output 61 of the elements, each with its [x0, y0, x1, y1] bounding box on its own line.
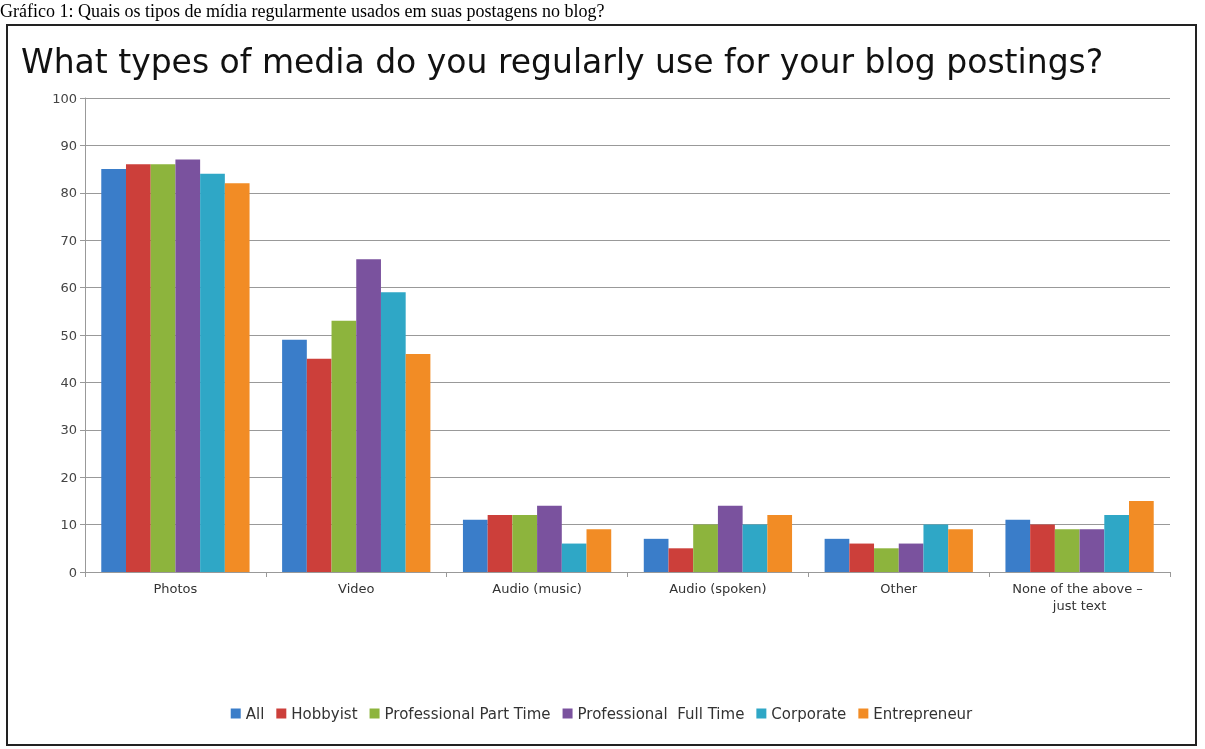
- x-tick-label: Other: [880, 581, 918, 596]
- bar: [282, 339, 307, 572]
- legend-label: Hobbyist: [291, 704, 358, 723]
- y-tick-label: 10: [60, 517, 77, 533]
- text: Gráfico 1: Quais os tipos de mídia regularmente usados em suas postagens no blog?: [0, 0, 605, 22]
- bar: [767, 515, 793, 572]
- x-tick-label: Photos: [153, 581, 198, 596]
- bar: [1104, 515, 1130, 572]
- bar: [742, 524, 768, 572]
- legend-label: All: [245, 704, 265, 723]
- y-tick-label: 0: [68, 564, 77, 580]
- x-tick-label: Video: [338, 581, 375, 596]
- bar: [849, 543, 875, 572]
- y-tick-label: 70: [60, 232, 77, 248]
- bar: [537, 505, 562, 572]
- bar: [717, 505, 743, 572]
- bar: [824, 538, 850, 572]
- bar: [356, 259, 381, 572]
- bar: [586, 529, 612, 572]
- bar: [462, 519, 488, 572]
- bar: [923, 524, 949, 572]
- bar: [331, 320, 357, 572]
- bar: [487, 515, 513, 572]
- bar: [948, 529, 973, 572]
- bar: [1054, 529, 1080, 572]
- bar: [101, 169, 126, 572]
- y-tick-label: 90: [60, 137, 77, 153]
- y-tick-label: 40: [60, 374, 77, 390]
- chart-title: What types of media do you regularly use for your blog postings?: [21, 42, 1104, 81]
- bar: [512, 515, 538, 572]
- bar: [668, 548, 694, 572]
- x-tick-label: None of the above – just text: [1012, 581, 1147, 613]
- bar: [898, 543, 924, 572]
- y-tick-label: 60: [60, 280, 77, 296]
- bar: [175, 159, 201, 572]
- x-tick-label: Audio (music): [492, 581, 582, 596]
- y-tick-label: 30: [60, 422, 77, 438]
- bar: [224, 183, 250, 572]
- y-tick-label: 20: [60, 469, 77, 485]
- bar: [1005, 519, 1031, 572]
- legend-label: Professional Full Time: [577, 704, 745, 723]
- bar: [693, 524, 718, 572]
- y-tick-label: 80: [60, 185, 77, 201]
- x-tick-label: Audio (spoken): [669, 581, 767, 596]
- bar: [561, 543, 587, 572]
- bar: [125, 164, 151, 572]
- legend-label: Entrepreneur: [873, 704, 974, 723]
- legend-label: Corporate: [771, 704, 847, 723]
- bar: [380, 292, 406, 572]
- bar: [874, 548, 899, 572]
- y-tick-label: 50: [60, 327, 77, 343]
- bar: [1129, 500, 1154, 572]
- bar: [1030, 524, 1055, 572]
- legend-label: Professional Part Time: [384, 704, 551, 723]
- bar: [405, 353, 431, 572]
- bar: [200, 173, 225, 572]
- y-tick-label: 100: [52, 90, 77, 106]
- bar: [150, 164, 176, 572]
- bar: [1079, 529, 1105, 572]
- bar: [643, 538, 669, 572]
- bar: [306, 358, 332, 572]
